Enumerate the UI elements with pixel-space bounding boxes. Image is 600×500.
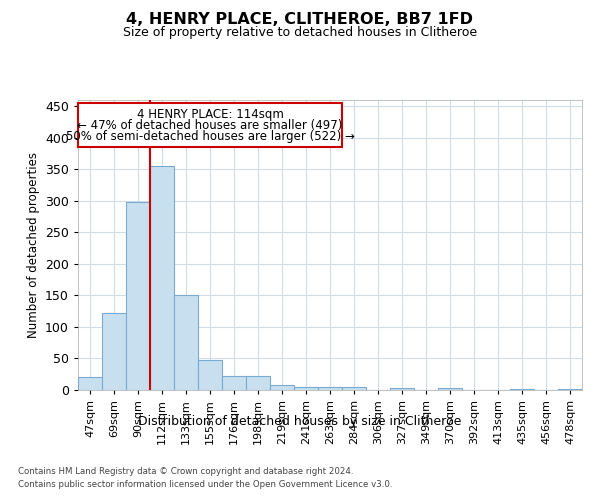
Text: 4 HENRY PLACE: 114sqm: 4 HENRY PLACE: 114sqm [137, 108, 283, 120]
Text: Size of property relative to detached houses in Clitheroe: Size of property relative to detached ho… [123, 26, 477, 39]
Bar [79, 378, 101, 390]
Text: ← 47% of detached houses are smaller (497): ← 47% of detached houses are smaller (49… [77, 119, 343, 132]
Bar [247, 376, 269, 390]
Y-axis label: Number of detached properties: Number of detached properties [26, 152, 40, 338]
Bar [439, 388, 461, 390]
Bar [559, 388, 581, 390]
Text: 4, HENRY PLACE, CLITHEROE, BB7 1FD: 4, HENRY PLACE, CLITHEROE, BB7 1FD [127, 12, 473, 28]
Bar [391, 388, 413, 390]
Bar [151, 166, 173, 390]
Bar [295, 387, 317, 390]
Bar [175, 296, 197, 390]
Bar [199, 360, 221, 390]
Text: Distribution of detached houses by size in Clitheroe: Distribution of detached houses by size … [139, 415, 461, 428]
Text: Contains HM Land Registry data © Crown copyright and database right 2024.: Contains HM Land Registry data © Crown c… [18, 468, 353, 476]
Text: 50% of semi-detached houses are larger (522) →: 50% of semi-detached houses are larger (… [65, 130, 355, 142]
Bar [343, 388, 365, 390]
Bar [223, 376, 245, 390]
Bar [103, 313, 125, 390]
Bar [319, 388, 341, 390]
Bar [127, 202, 149, 390]
Text: Contains public sector information licensed under the Open Government Licence v3: Contains public sector information licen… [18, 480, 392, 489]
FancyBboxPatch shape [78, 103, 342, 148]
Bar [271, 385, 293, 390]
Bar [511, 388, 533, 390]
